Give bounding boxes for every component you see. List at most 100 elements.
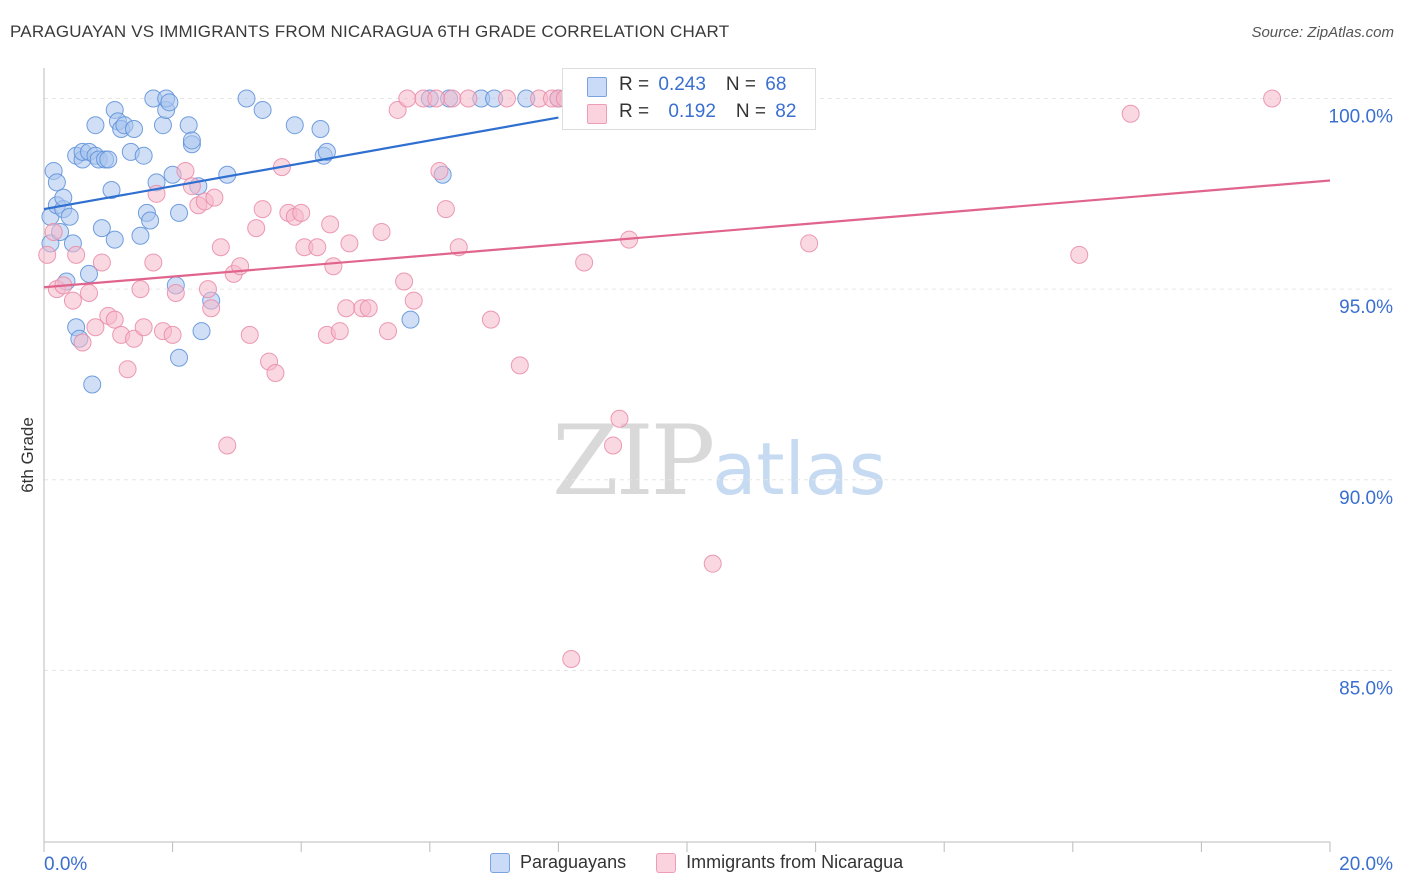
point-nicaragua [427,89,446,108]
point-nicaragua [38,245,57,264]
point-paraguayans [170,203,189,222]
point-nicaragua [800,234,819,253]
stats-swatch-nicaragua [587,104,607,124]
point-nicaragua [398,89,417,108]
point-nicaragua [430,161,449,180]
trendline-nicaragua [43,179,1331,289]
watermark: ZIPatlas [552,405,886,517]
point-paraguayans [86,116,105,135]
point-paraguayans [160,93,179,112]
point-nicaragua [404,291,423,310]
point-nicaragua [330,322,349,341]
point-nicaragua [337,299,356,318]
point-paraguayans [131,226,150,245]
point-nicaragua [182,177,201,196]
point-paraguayans [311,120,330,139]
point-paraguayans [153,116,172,135]
x-tick-label: 0.0% [44,854,87,875]
stats-box: R = 0.243 N = 68 R = 0.192 N = 82 [562,68,816,130]
point-nicaragua [1263,89,1282,108]
point-nicaragua [63,291,82,310]
point-nicaragua [80,283,99,302]
point-nicaragua [292,203,311,222]
y-tick-label: 85.0% [1339,678,1393,699]
point-paraguayans [134,146,153,165]
point-nicaragua [308,238,327,257]
legend-label-paraguayans: Paraguayans [520,852,627,872]
point-paraguayans [285,116,304,135]
watermark-zip: ZIP [552,405,715,517]
point-nicaragua [198,280,217,299]
legend-swatch-nicaragua [656,852,677,873]
point-nicaragua [202,299,221,318]
stats-r-value: 0.243 [658,74,706,95]
point-nicaragua [321,215,340,234]
point-nicaragua [218,436,237,455]
point-nicaragua [73,333,92,352]
point-nicaragua [340,234,359,253]
point-paraguayans [92,219,111,238]
point-paraguayans [102,181,121,200]
point-nicaragua [379,322,398,341]
point-nicaragua [105,310,124,329]
source-credit: Source: ZipAtlas.com [1251,24,1394,41]
point-paraguayans [237,89,256,108]
trendline-paraguayans [43,116,559,211]
point-nicaragua [205,188,224,207]
legend-swatch-paraguayans [490,852,510,873]
point-nicaragua [459,89,478,108]
stats-n-value: 82 [775,101,797,122]
point-paraguayans [179,116,198,135]
point-nicaragua [372,222,391,241]
point-nicaragua [510,356,529,375]
point-nicaragua [497,89,516,108]
y-tick-label: 95.0% [1339,297,1393,318]
y-axis-label: 6th Grade [18,417,37,493]
point-nicaragua [144,253,163,272]
y-tick-label: 100.0% [1329,107,1394,128]
point-paraguayans [80,264,99,283]
point-nicaragua [247,219,266,238]
legend: Paraguayans Immigrants from Nicaragua [490,852,903,873]
point-nicaragua [481,310,500,329]
point-nicaragua [604,436,623,455]
point-nicaragua [562,649,581,668]
point-paraguayans [192,322,211,341]
y-tick-label: 90.0% [1339,488,1393,509]
watermark-atlas: atlas [712,427,887,511]
point-nicaragua [86,318,105,337]
point-nicaragua [118,360,137,379]
stats-n-value: 68 [765,74,787,95]
point-nicaragua [575,253,594,272]
point-paraguayans [317,142,336,161]
point-nicaragua [436,200,455,219]
stats-r-label: R = [619,101,655,122]
point-paraguayans [182,131,201,150]
point-nicaragua [703,554,722,573]
legend-item-nicaragua[interactable]: Immigrants from Nicaragua [656,852,903,873]
point-nicaragua [266,364,285,383]
point-paraguayans [141,211,160,230]
point-paraguayans [99,150,118,169]
x-tick-label: 20.0% [1339,854,1393,875]
point-paraguayans [83,375,102,394]
point-nicaragua [131,280,150,299]
legend-item-paraguayans[interactable]: Paraguayans [490,852,626,873]
point-nicaragua [92,253,111,272]
point-paraguayans [125,120,144,139]
chart-title: PARAGUAYAN VS IMMIGRANTS FROM NICARAGUA … [10,22,730,41]
point-paraguayans [105,230,124,249]
point-paraguayans [253,100,272,119]
point-paraguayans [170,348,189,367]
point-nicaragua [134,318,153,337]
stats-n-label: N = [725,74,762,95]
point-paraguayans [401,310,420,329]
point-nicaragua [324,257,343,276]
point-nicaragua [1070,245,1089,264]
point-nicaragua [163,325,182,344]
point-nicaragua [253,200,272,219]
point-nicaragua [211,238,230,257]
point-nicaragua [359,299,378,318]
stats-r-label: R = [619,74,655,95]
